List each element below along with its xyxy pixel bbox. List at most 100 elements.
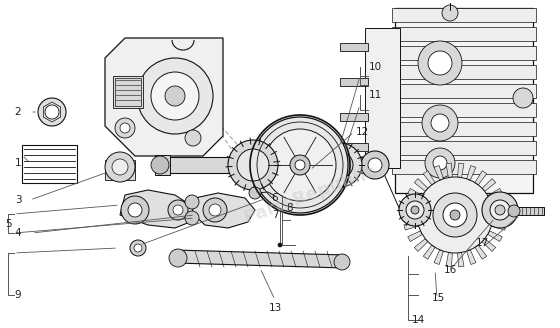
Text: 12: 12 bbox=[356, 127, 368, 137]
Circle shape bbox=[137, 58, 213, 134]
Circle shape bbox=[151, 156, 169, 174]
Text: 13: 13 bbox=[268, 303, 282, 313]
Polygon shape bbox=[192, 193, 255, 228]
Text: 6: 6 bbox=[272, 193, 278, 203]
Circle shape bbox=[185, 195, 199, 209]
Circle shape bbox=[278, 243, 282, 247]
Bar bbox=[392, 103, 536, 117]
Circle shape bbox=[482, 192, 518, 228]
Polygon shape bbox=[403, 212, 417, 218]
Circle shape bbox=[203, 198, 227, 222]
Circle shape bbox=[418, 41, 462, 85]
Polygon shape bbox=[434, 166, 444, 180]
Text: 5: 5 bbox=[4, 219, 11, 229]
Circle shape bbox=[209, 204, 221, 216]
Bar bbox=[160, 157, 380, 173]
Circle shape bbox=[433, 156, 447, 170]
Text: PartsRepublic: PartsRepublic bbox=[241, 163, 379, 227]
Circle shape bbox=[490, 200, 510, 220]
Polygon shape bbox=[404, 200, 419, 208]
Polygon shape bbox=[458, 253, 464, 267]
Circle shape bbox=[327, 152, 353, 178]
Polygon shape bbox=[491, 200, 506, 208]
Bar bbox=[392, 27, 536, 41]
Circle shape bbox=[185, 211, 199, 225]
Circle shape bbox=[433, 193, 477, 237]
Polygon shape bbox=[458, 163, 464, 177]
Polygon shape bbox=[408, 231, 422, 241]
Circle shape bbox=[442, 5, 458, 21]
Polygon shape bbox=[408, 189, 422, 199]
Circle shape bbox=[295, 160, 305, 170]
Text: 4: 4 bbox=[15, 228, 21, 238]
Circle shape bbox=[368, 158, 382, 172]
Polygon shape bbox=[423, 171, 435, 185]
Text: 16: 16 bbox=[444, 265, 456, 275]
Polygon shape bbox=[175, 250, 345, 268]
Circle shape bbox=[249, 187, 261, 199]
Bar bbox=[22, 145, 77, 183]
Bar bbox=[340, 113, 368, 121]
Text: 10: 10 bbox=[368, 62, 381, 72]
Circle shape bbox=[185, 130, 201, 146]
Polygon shape bbox=[466, 166, 476, 180]
Circle shape bbox=[425, 148, 455, 178]
Bar bbox=[395, 8, 533, 193]
Text: 17: 17 bbox=[475, 238, 489, 248]
Text: 14: 14 bbox=[412, 315, 424, 325]
Circle shape bbox=[168, 200, 188, 220]
Text: 3: 3 bbox=[15, 195, 21, 205]
Polygon shape bbox=[414, 178, 428, 191]
Text: 7: 7 bbox=[272, 210, 278, 220]
Bar bbox=[115, 78, 141, 106]
Bar bbox=[340, 78, 368, 86]
Circle shape bbox=[318, 143, 362, 187]
Bar bbox=[113, 76, 143, 108]
Bar bbox=[155, 155, 170, 175]
Circle shape bbox=[399, 194, 431, 226]
Circle shape bbox=[134, 244, 142, 252]
Circle shape bbox=[173, 205, 183, 215]
Circle shape bbox=[105, 152, 135, 182]
Circle shape bbox=[406, 201, 424, 219]
Bar bbox=[392, 8, 536, 22]
Polygon shape bbox=[488, 231, 502, 241]
Circle shape bbox=[120, 123, 130, 133]
Polygon shape bbox=[466, 250, 476, 264]
Text: 1: 1 bbox=[15, 158, 21, 168]
Bar bbox=[392, 122, 536, 136]
Text: 8: 8 bbox=[287, 203, 293, 213]
Circle shape bbox=[252, 117, 348, 213]
Polygon shape bbox=[446, 163, 452, 177]
Circle shape bbox=[495, 205, 505, 215]
Circle shape bbox=[417, 177, 493, 253]
Circle shape bbox=[431, 114, 449, 132]
Text: 2: 2 bbox=[15, 107, 21, 117]
Circle shape bbox=[115, 118, 135, 138]
Circle shape bbox=[450, 210, 460, 220]
Circle shape bbox=[443, 203, 467, 227]
Circle shape bbox=[290, 155, 310, 175]
Bar bbox=[340, 143, 368, 151]
Circle shape bbox=[361, 151, 389, 179]
Polygon shape bbox=[491, 222, 506, 230]
Bar bbox=[392, 46, 536, 60]
Polygon shape bbox=[488, 189, 502, 199]
Circle shape bbox=[165, 86, 185, 106]
Bar bbox=[392, 84, 536, 98]
Text: 15: 15 bbox=[431, 293, 445, 303]
Bar bbox=[392, 65, 536, 79]
Polygon shape bbox=[482, 178, 496, 191]
Polygon shape bbox=[493, 212, 507, 218]
Circle shape bbox=[411, 206, 419, 214]
Bar bbox=[392, 160, 536, 174]
Circle shape bbox=[428, 51, 452, 75]
Circle shape bbox=[228, 140, 278, 190]
Circle shape bbox=[112, 159, 128, 175]
Circle shape bbox=[121, 196, 149, 224]
Circle shape bbox=[38, 98, 66, 126]
Polygon shape bbox=[404, 222, 419, 230]
Polygon shape bbox=[105, 38, 223, 156]
Bar bbox=[340, 43, 368, 51]
Circle shape bbox=[422, 105, 458, 141]
